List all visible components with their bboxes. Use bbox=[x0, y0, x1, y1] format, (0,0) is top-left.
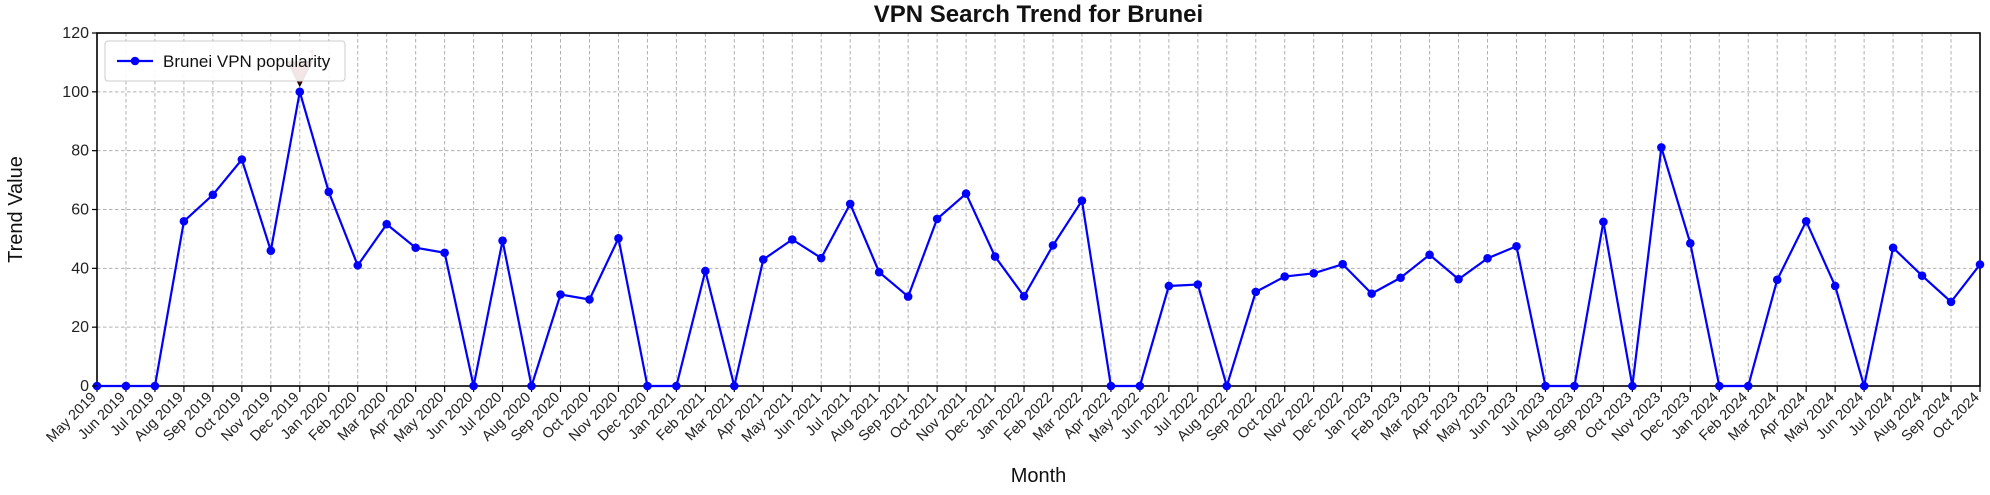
svg-text:60: 60 bbox=[71, 202, 89, 219]
svg-text:Brunei VPN popularity: Brunei VPN popularity bbox=[163, 52, 331, 71]
svg-text:120: 120 bbox=[62, 25, 89, 42]
svg-text:VPN Search Trend for Brunei: VPN Search Trend for Brunei bbox=[874, 1, 1203, 28]
svg-text:40: 40 bbox=[71, 260, 89, 277]
svg-text:80: 80 bbox=[71, 143, 89, 160]
svg-text:Trend Value: Trend Value bbox=[5, 156, 27, 263]
svg-text:20: 20 bbox=[71, 319, 89, 336]
svg-text:Month: Month bbox=[1011, 465, 1067, 487]
svg-text:100: 100 bbox=[62, 84, 89, 101]
